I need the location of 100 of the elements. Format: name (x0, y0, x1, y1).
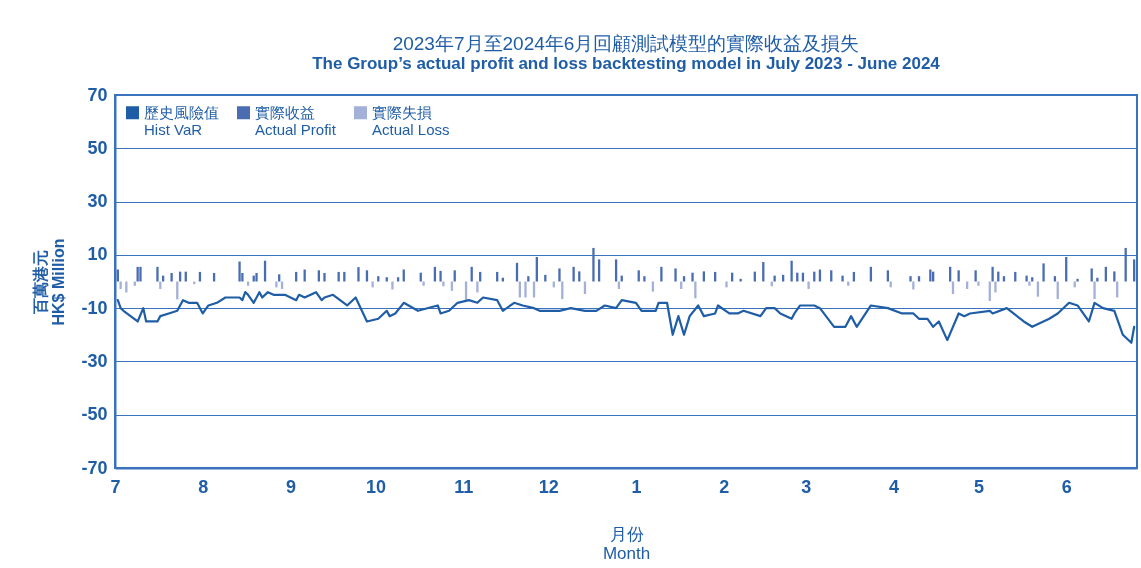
bar (1113, 271, 1116, 282)
bar (1031, 277, 1034, 282)
bar (790, 260, 793, 282)
bar (558, 268, 561, 282)
bar (674, 268, 677, 282)
y-tick-label: -30 (81, 350, 108, 371)
y-tick-label: -10 (81, 297, 108, 318)
x-tick-label: 1 (631, 476, 642, 497)
bar (1096, 277, 1099, 282)
bar (1093, 281, 1096, 300)
bar (957, 270, 960, 282)
y-tick-label: 50 (87, 137, 108, 158)
x-tick-label: 6 (1061, 476, 1072, 497)
bar (620, 275, 623, 282)
x-tick-label: 12 (538, 476, 559, 497)
chart-subtitle: The Group’s actual profit and loss backtesting model in July 2023 - June 2024 (312, 54, 941, 73)
bar (453, 270, 456, 282)
x-tick-label: 2 (719, 476, 730, 497)
bar (139, 266, 142, 282)
bar (739, 278, 742, 282)
bar (419, 272, 422, 282)
legend-label: 歷史風險值 Hist VaR (144, 103, 219, 138)
bar (396, 277, 400, 282)
bar (479, 271, 482, 282)
bar (295, 271, 298, 282)
x-tick-label: 11 (454, 476, 474, 497)
bar (773, 275, 776, 282)
bar (343, 271, 346, 282)
y-axis-title: 百萬港元 HK$ Million (32, 238, 68, 326)
chart-title: 2023年7月至2024年6月回顧測試模型的實際收益及損失 (392, 33, 860, 54)
bar (572, 266, 575, 282)
bar (974, 270, 977, 282)
bar (886, 270, 890, 282)
y-tick-label: 70 (87, 84, 108, 105)
bar (841, 275, 844, 282)
bar (660, 266, 663, 282)
bar (830, 270, 833, 282)
bar (371, 281, 374, 288)
y-tick-label: -50 (81, 404, 108, 425)
bar (377, 276, 380, 282)
bar (252, 275, 255, 282)
bar (852, 271, 856, 282)
legend-label: 實際收益 Actual Profit (255, 103, 337, 138)
bar (337, 271, 340, 282)
bar (578, 271, 581, 282)
bar (637, 270, 640, 282)
bar (1014, 271, 1017, 282)
bar (682, 276, 686, 282)
bar (1053, 276, 1057, 282)
bar (994, 281, 997, 293)
bar (796, 272, 799, 282)
bar (278, 274, 281, 282)
bar (212, 272, 216, 282)
bar (365, 270, 369, 282)
bar (391, 281, 394, 290)
bar (161, 275, 165, 282)
bar (496, 271, 499, 282)
bar (614, 259, 618, 282)
bar (781, 274, 785, 282)
bar (725, 281, 728, 288)
bar (909, 276, 912, 282)
bar (1042, 263, 1045, 282)
bar (807, 281, 810, 289)
x-tick-label: 10 (365, 476, 386, 497)
bar (317, 270, 320, 282)
bar (527, 276, 530, 282)
bar (357, 267, 360, 282)
bar (238, 261, 241, 282)
bar (198, 271, 202, 282)
x-tick-label: 4 (889, 476, 900, 497)
bar (1076, 278, 1079, 282)
bar (1090, 268, 1093, 282)
bar (1133, 259, 1136, 282)
bar (255, 272, 258, 282)
bar (702, 271, 705, 282)
bar (1028, 281, 1031, 286)
x-tick-label: 8 (198, 476, 209, 497)
bar (170, 272, 173, 282)
x-tick-label: 5 (973, 476, 984, 497)
bar (643, 276, 646, 282)
y-tick-label: -70 (81, 457, 108, 478)
bar (439, 270, 442, 282)
bar (991, 266, 994, 282)
bar (476, 281, 479, 293)
bar (422, 281, 425, 286)
bar (1025, 275, 1028, 282)
x-tick-label: 3 (801, 476, 812, 497)
line-series (116, 291, 1136, 344)
bar (731, 272, 734, 282)
bar (714, 271, 717, 282)
bar (524, 281, 527, 298)
bar (156, 266, 159, 282)
bar (691, 272, 694, 282)
bar (917, 276, 921, 282)
bar (275, 281, 278, 288)
x-tick-label: 7 (110, 476, 121, 497)
bar (385, 277, 388, 282)
bar (977, 281, 980, 286)
bar (592, 247, 595, 282)
bar (442, 281, 445, 287)
